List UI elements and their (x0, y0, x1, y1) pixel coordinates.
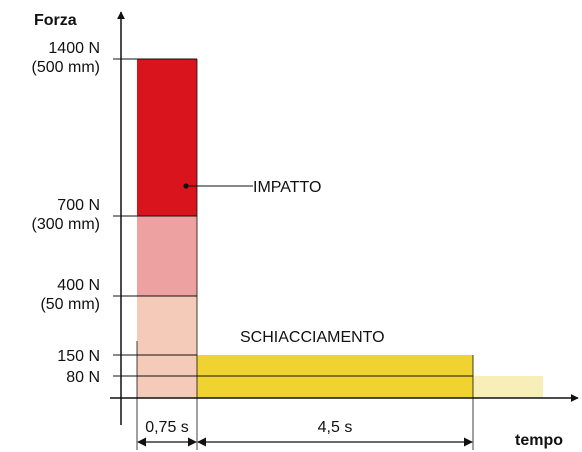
y-tick-sublabel-0: (500 mm) (32, 59, 100, 76)
impact-callout: IMPATTO (183, 179, 321, 196)
y-axis-title: Forza (34, 12, 77, 29)
y-tick-label-0: 1400 N (48, 40, 100, 57)
bar-impatto-1 (137, 216, 197, 296)
y-tick-label-3: 150 N (57, 348, 100, 365)
duration-guides (136, 59, 474, 450)
x-axis-title: tempo (515, 432, 563, 449)
y-tick-label-1: 700 N (57, 197, 100, 214)
duration-markers: 0,75 s 4,5 s (137, 419, 473, 447)
chart-blocks (137, 59, 543, 398)
crush-label: SCHIACCIAMENTO (240, 329, 385, 346)
bar-impatto-2 (137, 296, 197, 398)
y-tick-sublabel-1: (300 mm) (32, 216, 100, 233)
duration-label-0: 0,75 s (145, 419, 189, 436)
impact-label: IMPATTO (253, 179, 321, 196)
y-tick-sublabel-2: (50 mm) (40, 296, 100, 313)
bar-residuo-4 (473, 376, 543, 398)
y-tick-label-2: 400 N (57, 277, 100, 294)
bar-schiacciamento-3 (197, 355, 473, 398)
y-tick-lines (113, 58, 473, 377)
duration-label-1: 4,5 s (318, 419, 353, 436)
bar-impatto-0 (137, 59, 197, 216)
y-tick-labels: 1400 N (500 mm) 700 N (300 mm) 400 N (50 mm) 1… (32, 40, 100, 386)
y-tick-label-4: 80 N (66, 369, 100, 386)
